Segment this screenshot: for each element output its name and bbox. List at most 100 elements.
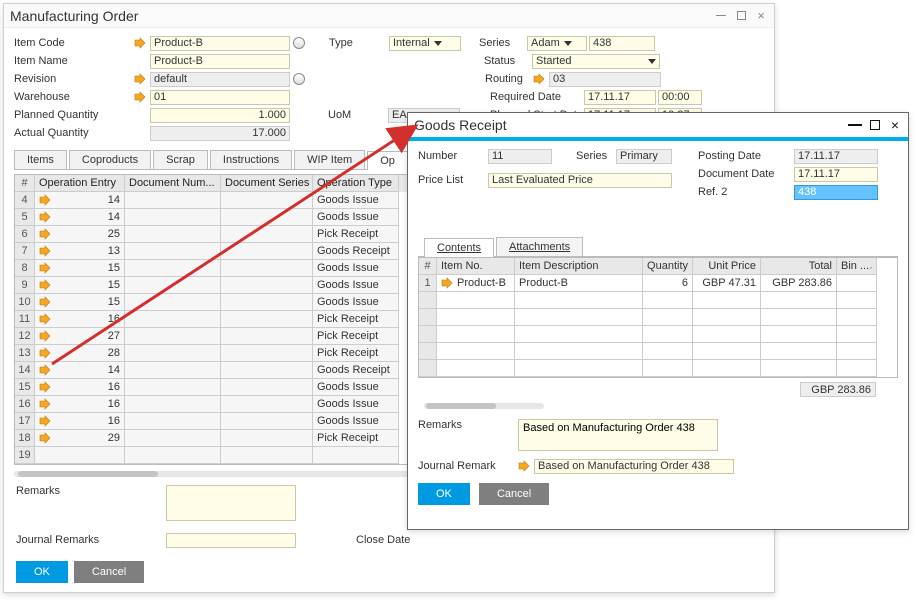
link-arrow-icon[interactable] — [134, 37, 146, 49]
maximize-icon[interactable] — [868, 118, 882, 132]
col-quantity[interactable]: Quantity — [643, 258, 693, 275]
gr-cancel-button[interactable]: Cancel — [479, 483, 549, 505]
tab-items[interactable]: Items — [14, 150, 67, 169]
row-op-entry: 13 — [35, 243, 125, 260]
close-icon[interactable]: × — [754, 9, 768, 23]
label-revision: Revision — [14, 73, 134, 85]
link-arrow-icon[interactable] — [39, 415, 51, 427]
table-row[interactable] — [419, 326, 897, 343]
routing-field[interactable]: 03 — [549, 72, 661, 87]
table-row[interactable] — [419, 292, 897, 309]
tab-instructions[interactable]: Instructions — [210, 150, 292, 169]
link-arrow-icon[interactable] — [134, 73, 146, 85]
col-document-num[interactable]: Document Num... — [125, 175, 221, 192]
row-op-type: Goods Issue — [313, 277, 399, 294]
planned-qty-field[interactable]: 1.000 — [150, 108, 290, 123]
link-arrow-icon[interactable] — [39, 381, 51, 393]
link-arrow-icon[interactable] — [39, 262, 51, 274]
item-name-field[interactable]: Product-B — [150, 54, 290, 69]
item-code-field[interactable]: Product-B — [150, 36, 290, 51]
table-row[interactable] — [419, 343, 897, 360]
label-ref2: Ref. 2 — [698, 186, 794, 198]
status-select[interactable]: Started — [532, 54, 660, 69]
col-bin[interactable]: Bin ... — [837, 258, 877, 275]
row-num: 10 — [15, 294, 35, 311]
tab-contents[interactable]: Contents — [424, 238, 494, 257]
tab-wip-item[interactable]: WIP Item — [294, 150, 365, 169]
required-date-field[interactable]: 17.11.17 — [584, 90, 656, 105]
col-item-desc[interactable]: Item Description — [515, 258, 643, 275]
link-arrow-icon[interactable] — [39, 245, 51, 257]
expand-icon[interactable] — [869, 261, 872, 272]
col-operation-type[interactable]: Operation Type — [313, 175, 399, 192]
col-total[interactable]: Total — [761, 258, 837, 275]
col-operation-entry[interactable]: Operation Entry — [35, 175, 125, 192]
row-op-entry: 15 — [35, 294, 125, 311]
col-unit-price[interactable]: Unit Price — [693, 258, 761, 275]
row-op-type: Goods Issue — [313, 260, 399, 277]
lookup-icon[interactable] — [293, 73, 305, 85]
gr-titlebar: Goods Receipt × — [408, 113, 908, 141]
link-arrow-icon[interactable] — [39, 364, 51, 376]
link-arrow-icon[interactable] — [39, 228, 51, 240]
revision-field[interactable]: default — [150, 72, 290, 87]
required-time-field[interactable]: 00:00 — [658, 90, 702, 105]
link-arrow-icon[interactable] — [39, 432, 51, 444]
col-num[interactable]: # — [15, 175, 35, 192]
link-arrow-icon[interactable] — [39, 313, 51, 325]
minimize-icon[interactable] — [848, 118, 862, 132]
price-list-field[interactable]: Last Evaluated Price — [488, 173, 672, 188]
row-doc-num — [125, 294, 221, 311]
minimize-icon[interactable] — [714, 9, 728, 23]
label-journal-remarks: Journal Remarks — [16, 534, 136, 546]
row-op-type: Pick Receipt — [313, 328, 399, 345]
row-doc-num — [125, 413, 221, 430]
link-arrow-icon[interactable] — [39, 330, 51, 342]
ok-button[interactable]: OK — [16, 561, 68, 583]
tab-scrap[interactable]: Scrap — [153, 150, 208, 169]
table-row[interactable] — [419, 309, 897, 326]
tab-operations[interactable]: Op — [367, 151, 408, 170]
warehouse-field[interactable]: 01 — [150, 90, 290, 105]
tab-coproducts[interactable]: Coproducts — [69, 150, 151, 169]
maximize-icon[interactable] — [734, 9, 748, 23]
cancel-button[interactable]: Cancel — [74, 561, 144, 583]
doc-date-field[interactable]: 17.11.17 — [794, 167, 878, 182]
link-arrow-icon[interactable] — [39, 347, 51, 359]
link-arrow-icon[interactable] — [533, 73, 545, 85]
remarks-textarea[interactable] — [166, 485, 296, 521]
link-arrow-icon[interactable] — [518, 460, 530, 472]
series-no-field[interactable]: 438 — [589, 36, 655, 51]
series-select[interactable]: Adam — [527, 36, 587, 51]
link-arrow-icon[interactable] — [441, 277, 453, 289]
gr-scrollbar[interactable] — [424, 403, 544, 409]
row-op-entry: 15 — [35, 260, 125, 277]
gr-remarks-textarea[interactable] — [518, 419, 718, 451]
link-arrow-icon[interactable] — [39, 398, 51, 410]
link-arrow-icon[interactable] — [134, 91, 146, 103]
col-item-no[interactable]: Item No. — [437, 258, 515, 275]
gr-ok-button[interactable]: OK — [418, 483, 470, 505]
col-num[interactable]: # — [419, 258, 437, 275]
link-arrow-icon[interactable] — [39, 194, 51, 206]
col-document-series[interactable]: Document Series — [221, 175, 313, 192]
row-op-entry: 14 — [35, 192, 125, 209]
label-number: Number — [418, 150, 488, 162]
journal-remark-field[interactable]: Based on Manufacturing Order 438 — [534, 459, 734, 474]
link-arrow-icon[interactable] — [39, 211, 51, 223]
table-row[interactable] — [419, 360, 897, 377]
lookup-icon[interactable] — [293, 37, 305, 49]
tab-attachments[interactable]: Attachments — [496, 237, 583, 256]
row-op-entry: 16 — [35, 396, 125, 413]
journal-remarks-field[interactable] — [166, 533, 296, 548]
close-icon[interactable]: × — [888, 118, 902, 132]
label-doc-date: Document Date — [698, 168, 794, 180]
ref2-field[interactable]: 438 — [794, 185, 878, 200]
label-type: Type — [329, 37, 389, 49]
row-num: 7 — [15, 243, 35, 260]
table-row[interactable]: 1Product-BProduct-B6GBP 47.31GBP 283.86 — [419, 275, 897, 292]
link-arrow-icon[interactable] — [39, 296, 51, 308]
link-arrow-icon[interactable] — [39, 279, 51, 291]
row-op-type: Goods Receipt — [313, 362, 399, 379]
type-select[interactable]: Internal — [389, 36, 461, 51]
